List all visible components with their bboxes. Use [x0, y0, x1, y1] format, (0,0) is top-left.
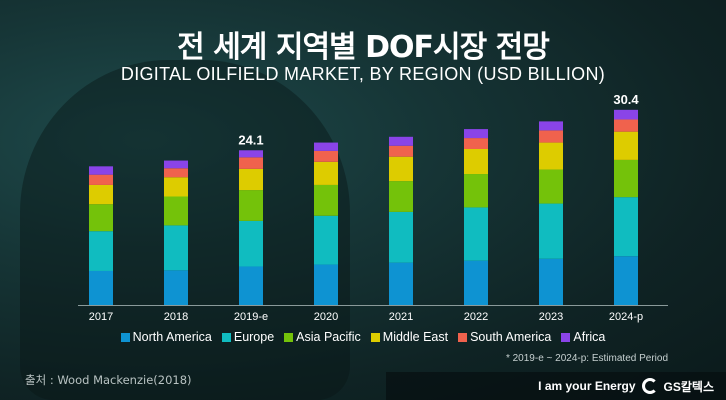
bar-segment-north-america	[389, 262, 413, 305]
estimate-note: * 2019-e ~ 2024-p: Estimated Period	[505, 353, 668, 364]
x-tick-label: 2017	[89, 311, 113, 323]
bar-segment-south-america	[389, 145, 413, 157]
bar-segment-asia-pacific	[89, 204, 113, 232]
legend-item: Africa	[561, 330, 605, 344]
bar-segment-south-america	[464, 138, 488, 149]
x-tick-label: 2021	[389, 311, 413, 323]
x-tick-label: 2020	[314, 311, 338, 323]
bar-segment-north-america	[239, 266, 263, 305]
bar-segment-middle-east	[614, 131, 638, 160]
bar-segment-south-america	[164, 168, 188, 178]
bar-segment-europe	[314, 215, 338, 265]
bar-segment-africa	[239, 150, 263, 158]
x-tick-label: 2023	[539, 311, 563, 323]
bar-segment-asia-pacific	[314, 184, 338, 216]
bar-segment-europe	[539, 203, 563, 259]
x-tick-label: 2024-p	[609, 311, 643, 323]
bar-segment-middle-east	[389, 156, 413, 182]
x-tick-label: 2018	[164, 311, 188, 323]
bar-segment-south-america	[239, 157, 263, 169]
bar-segment-europe	[89, 231, 113, 271]
bar-segment-africa	[539, 121, 563, 131]
bar-segment-africa	[389, 136, 413, 146]
legend-label: North America	[132, 330, 212, 344]
legend-label: Europe	[233, 330, 275, 344]
bar-segment-africa	[164, 160, 188, 169]
brand-name: GS칼텍스	[663, 379, 714, 394]
bar-segment-middle-east	[164, 177, 188, 197]
bar-segment-north-america	[614, 256, 638, 305]
x-tick-label: 2019-e	[234, 311, 268, 323]
source-text: 출처 : Wood Mackenzie(2018)	[25, 373, 192, 387]
legend-swatch	[284, 332, 294, 342]
bar-segment-europe	[239, 220, 263, 267]
legend-item: South America	[458, 330, 551, 344]
legend-swatch	[221, 332, 231, 342]
bar-segment-asia-pacific	[389, 181, 413, 212]
footer-brand: I am your Energy GS칼텍스	[386, 372, 726, 400]
bar-segment-europe	[389, 211, 413, 263]
bar-segment-south-america	[614, 119, 638, 132]
bar-segment-africa	[314, 142, 338, 151]
bar-segment-north-america	[314, 264, 338, 305]
bar-segment-middle-east	[464, 148, 488, 175]
legend-label: Middle East	[382, 330, 449, 344]
bar-segment-africa	[614, 109, 638, 120]
bar-segment-europe	[464, 207, 488, 261]
bar-segment-south-america	[314, 150, 338, 162]
bar-segment-north-america	[89, 270, 113, 305]
legend: North America Europe Asia Pacific Middle Ea…	[0, 330, 726, 344]
legend-item: North America	[120, 330, 212, 344]
bar-segment-africa	[89, 166, 113, 175]
legend-item: Europe	[221, 330, 275, 344]
bar-segment-asia-pacific	[464, 174, 488, 208]
bar-segment-south-america	[539, 130, 563, 143]
data-label: 24.1	[238, 132, 263, 147]
x-tick-label: 2022	[464, 311, 488, 323]
bar-segment-north-america	[164, 270, 188, 305]
bar-segment-asia-pacific	[239, 190, 263, 221]
bar-segment-middle-east	[89, 184, 113, 205]
chart-subtitle: DIGITAL OILFIELD MARKET, BY REGION (USD …	[120, 64, 606, 84]
legend-label: Africa	[573, 330, 606, 344]
bar-segment-middle-east	[314, 161, 338, 185]
bar-segment-south-america	[89, 174, 113, 185]
legend-swatch	[370, 332, 380, 342]
bar-segment-africa	[464, 129, 488, 139]
stacked-bar-chart: 2017 2018 2019-e 24.1 2020 2021 2022 2023 2024-p…	[78, 92, 668, 323]
bar-segment-middle-east	[239, 168, 263, 191]
bar-segment-asia-pacific	[539, 169, 563, 204]
legend-swatch	[561, 332, 571, 342]
page-title: 전 세계 지역별 DOF시장 전망	[177, 30, 550, 65]
legend-label: South America	[470, 330, 552, 344]
legend-label: Asia Pacific	[296, 330, 361, 344]
slogan: I am your Energy	[538, 379, 636, 393]
bar-segment-middle-east	[539, 142, 563, 170]
legend-swatch	[120, 332, 130, 342]
bar-segment-europe	[164, 225, 188, 271]
bar-segment-asia-pacific	[614, 159, 638, 198]
gs-logo-icon	[641, 378, 658, 394]
bar-segment-north-america	[539, 258, 563, 305]
legend-item: Asia Pacific	[284, 330, 361, 344]
data-label: 30.4	[613, 92, 639, 107]
bar-segment-europe	[614, 197, 638, 257]
legend-swatch	[458, 332, 468, 342]
bar-segment-north-america	[464, 260, 488, 305]
legend-item: Middle East	[370, 330, 449, 344]
bar-segment-asia-pacific	[164, 196, 188, 226]
